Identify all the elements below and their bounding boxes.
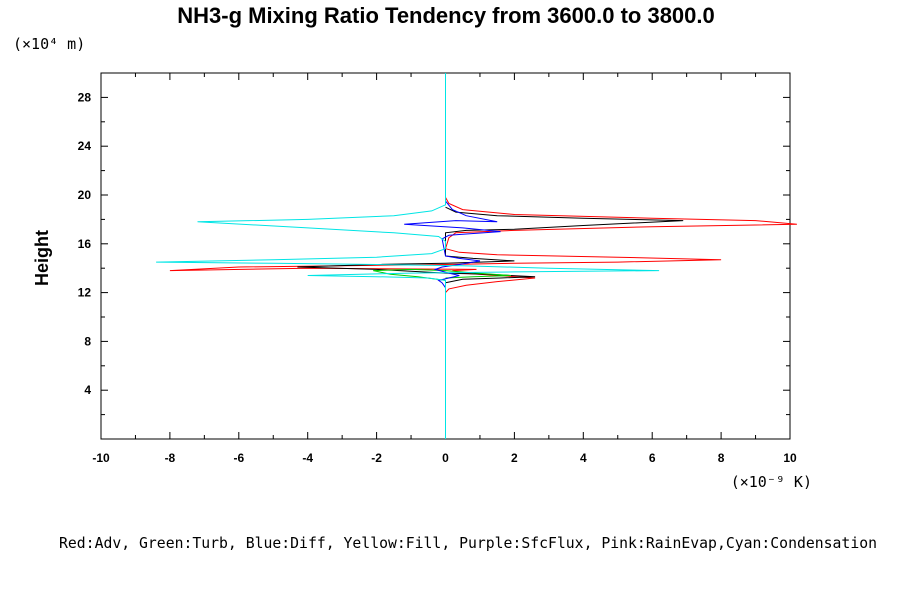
y-tick-label: 8 — [84, 334, 91, 348]
y-axis-label: Height — [32, 230, 52, 286]
x-tick-label: 0 — [442, 451, 449, 465]
series-line-2 — [373, 268, 512, 281]
x-tick-label: 6 — [649, 451, 656, 465]
series-line-0 — [169, 73, 797, 439]
y-tick-label: 12 — [78, 286, 92, 300]
series-line-4 — [156, 73, 660, 439]
series-line-1 — [297, 206, 684, 284]
x-tick-label: 10 — [783, 451, 797, 465]
series-lines — [156, 73, 797, 439]
chart-title: NH3-g Mixing Ratio Tendency from 3600.0 … — [177, 3, 715, 28]
series-line-3 — [404, 200, 501, 288]
legend-text: Red:Adv, Green:Turb, Blue:Diff, Yellow:F… — [59, 534, 877, 552]
y-tick-label: 16 — [78, 237, 92, 251]
x-tick-label: 4 — [580, 451, 587, 465]
x-tick-label: -8 — [165, 451, 176, 465]
x-unit-label: (×10⁻⁹ K) — [731, 473, 812, 491]
y-tick-labels: 4 8 12 16 20 24 28 — [78, 90, 92, 397]
x-tick-labels: -10 -8 -6 -4 -2 0 2 4 6 8 10 — [92, 451, 797, 465]
y-tick-label: 24 — [78, 139, 92, 153]
y-tick-label: 20 — [78, 188, 92, 202]
x-tick-label: 2 — [511, 451, 518, 465]
x-tick-label: 8 — [718, 451, 725, 465]
y-tick-label: 4 — [84, 383, 91, 397]
x-tick-label: -10 — [92, 451, 110, 465]
x-tick-label: -6 — [233, 451, 244, 465]
x-tick-label: -4 — [302, 451, 313, 465]
x-tick-label: -2 — [371, 451, 382, 465]
y-tick-label: 28 — [78, 90, 92, 104]
y-unit-label: (×10⁴ m) — [13, 35, 85, 53]
